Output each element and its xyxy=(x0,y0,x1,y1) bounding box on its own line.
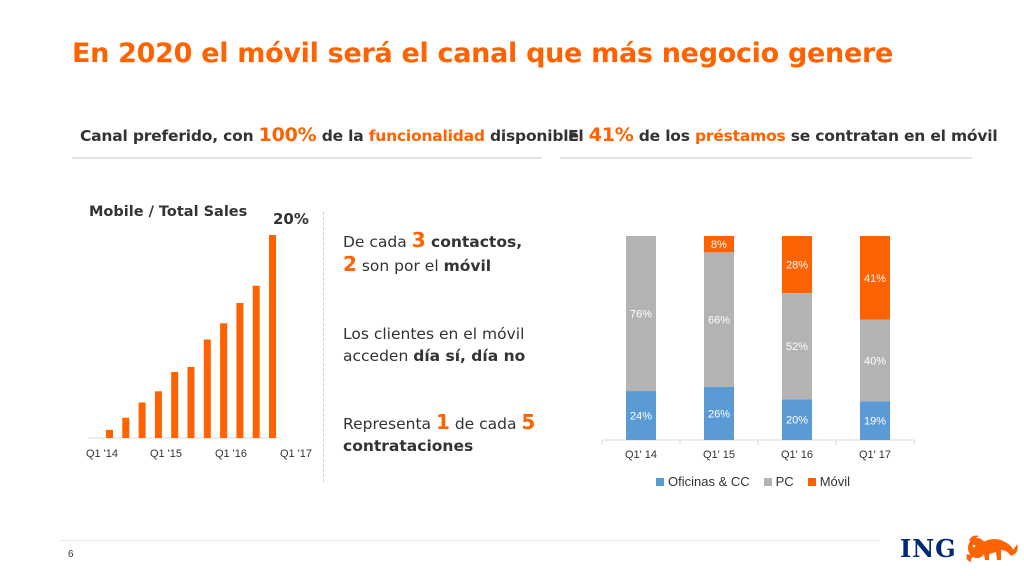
section-divider xyxy=(323,212,324,482)
bar-5 xyxy=(187,366,195,438)
page-number: 6 xyxy=(68,549,74,560)
bar-segment-2 xyxy=(704,236,734,253)
statement-contacts-text: De cada xyxy=(343,233,412,251)
bar-segment-1 xyxy=(626,236,656,392)
statement-contacts-bold2: móvil xyxy=(443,257,492,275)
page-title: En 2020 el móvil será el canal que más n… xyxy=(72,38,893,69)
statement-represents-num2: 5 xyxy=(521,410,536,434)
legend-label-pc: PC xyxy=(775,474,794,489)
data-label: 40% xyxy=(864,355,886,367)
bar-0 xyxy=(106,429,113,438)
right-subheading-highlight: préstamos xyxy=(694,127,786,145)
statement-clients: Los clientes en el móvil acceden día sí,… xyxy=(343,323,525,367)
statement-represents-num1: 1 xyxy=(435,410,450,434)
legend-label-movil: Móvil xyxy=(819,474,851,489)
bar-4 xyxy=(171,372,179,438)
statement-contacts-num2: 2 xyxy=(343,252,357,276)
data-label: 19% xyxy=(864,416,886,428)
channel-share-legend: Oficinas & CC PC Móvil xyxy=(656,474,850,489)
bar-segment-2 xyxy=(860,236,890,320)
legend-label-oficinas: Oficinas & CC xyxy=(668,474,750,489)
bar-2 xyxy=(138,402,146,438)
data-label: 20% xyxy=(786,415,808,427)
left-subheading-highlight: funcionalidad xyxy=(368,127,485,145)
x-tick-label: Q1' 15 xyxy=(703,449,735,461)
right-subheading-rule xyxy=(560,157,972,159)
bar-1 xyxy=(122,417,130,438)
bar-segment-1 xyxy=(860,319,890,402)
bar-segment-0 xyxy=(860,401,890,440)
statement-clients-bold: día sí, día no xyxy=(413,347,526,365)
legend-item-pc: PC xyxy=(763,474,794,489)
data-label: 76% xyxy=(630,309,652,321)
x-tick-label: Q1 '15 xyxy=(150,448,182,460)
bar-segment-0 xyxy=(782,399,812,440)
right-subheading-prefix: El xyxy=(568,127,589,145)
statement-contacts-num1: 3 xyxy=(411,228,426,252)
legend-swatch-pc xyxy=(763,477,772,486)
left-subheading: Canal preferido, con 100% de la funciona… xyxy=(80,124,579,146)
bar-7 xyxy=(220,323,228,438)
left-subheading-rule xyxy=(72,157,542,159)
mobile-sales-chart: Q1 '14 Q1 '15 Q1 '16 Q1 '17 xyxy=(86,235,312,460)
legend-swatch-oficinas xyxy=(656,477,664,486)
statement-represents-bold: contrataciones xyxy=(343,437,474,455)
x-tick-label: Q1' 14 xyxy=(625,449,657,461)
left-subheading-pct: 100% xyxy=(258,124,317,146)
left-subheading-middle: de la xyxy=(316,127,369,145)
data-label: 41% xyxy=(864,273,886,285)
data-label: 24% xyxy=(630,411,652,423)
footer-rule xyxy=(60,540,880,541)
statement-clients-text: acceden xyxy=(343,347,414,365)
left-subheading-suffix: disponible xyxy=(484,127,579,145)
bar-3 xyxy=(154,391,162,438)
lion-icon xyxy=(966,535,1018,562)
bar-8 xyxy=(236,303,244,438)
bar-6 xyxy=(203,339,211,438)
x-tick-label: Q1 '14 xyxy=(86,448,118,460)
right-subheading-pct: 41% xyxy=(588,124,634,146)
statement-represents-text2: de cada xyxy=(449,415,522,433)
x-tick-label: Q1' 16 xyxy=(781,449,813,461)
statement-clients-line1: Los clientes en el móvil xyxy=(343,325,525,343)
x-tick-label: Q1 '17 xyxy=(280,448,312,460)
x-tick-label: Q1' 17 xyxy=(859,449,891,461)
right-subheading-middle: de los xyxy=(633,127,695,145)
channel-share-chart: 24% 76% Q1' 14 26% 66% 8% Q1' 15 20% 52% 28% Q1' 1… xyxy=(601,236,915,461)
left-subheading-prefix: Canal preferido, con xyxy=(80,127,259,145)
legend-swatch-movil xyxy=(807,477,816,486)
ing-logo: ING xyxy=(900,530,1021,566)
statement-contacts-bold: contactos, xyxy=(425,233,523,251)
bar-10 xyxy=(269,235,276,438)
logo-text: ING xyxy=(900,533,957,563)
bar-segment-1 xyxy=(782,293,812,400)
statement-represents: Representa 1 de cada 5 contrataciones xyxy=(343,411,535,457)
bar-segment-0 xyxy=(704,386,734,440)
mobile-sales-annotation: 20% xyxy=(273,210,309,228)
mobile-sales-chart-title: Mobile / Total Sales xyxy=(89,204,248,220)
legend-item-movil: Móvil xyxy=(807,474,851,489)
data-label: 28% xyxy=(786,260,808,272)
data-label: 66% xyxy=(708,315,730,327)
bar-segment-2 xyxy=(782,236,812,294)
data-label: 26% xyxy=(708,408,730,420)
right-subheading: El 41% de los préstamos se contratan en … xyxy=(568,124,998,146)
data-label: 52% xyxy=(786,341,808,353)
data-label: 8% xyxy=(711,239,727,251)
statement-contacts: De cada 3 contactos, 2 son por el móvil xyxy=(343,229,522,277)
right-subheading-suffix: se contratan en el móvil xyxy=(785,127,998,145)
bar-9 xyxy=(252,285,260,438)
statement-represents-text: Representa xyxy=(343,415,436,433)
statement-contacts-text2: son por el xyxy=(356,257,444,275)
x-tick-label: Q1 '16 xyxy=(215,448,247,460)
bar-segment-1 xyxy=(704,252,734,387)
bar-segment-0 xyxy=(626,391,656,440)
legend-item-oficinas: Oficinas & CC xyxy=(656,474,750,489)
